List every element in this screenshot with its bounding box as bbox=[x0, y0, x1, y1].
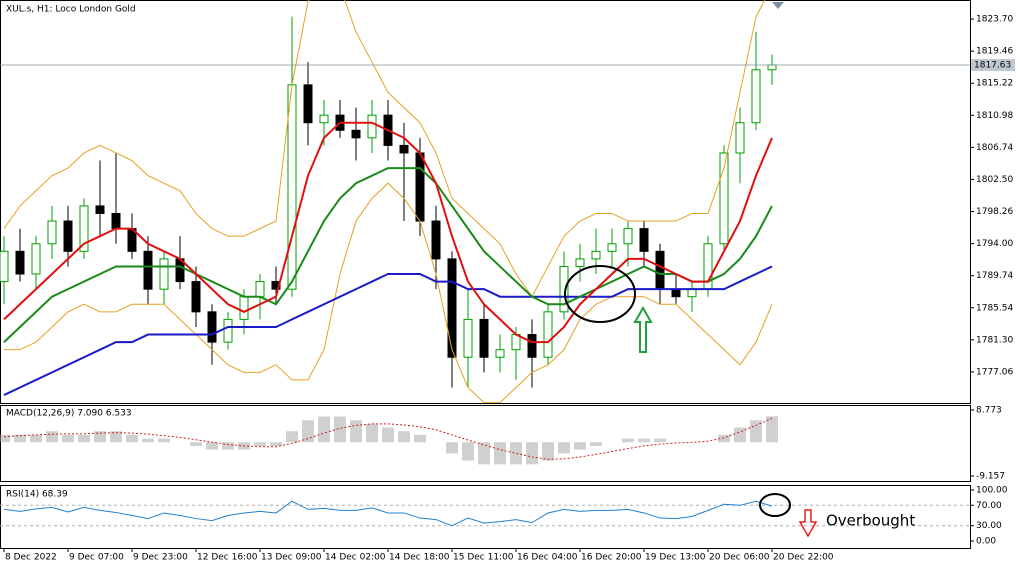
y-tick-label: 1815.22 bbox=[976, 79, 1013, 89]
candle-body bbox=[415, 152, 425, 222]
x-tick-label: 13 Dec 09:00 bbox=[261, 553, 322, 563]
candle-body bbox=[0, 250, 9, 283]
candle-body bbox=[575, 258, 585, 267]
candle-body bbox=[399, 144, 409, 154]
rsi-ellipse bbox=[759, 493, 791, 517]
candle-body bbox=[303, 84, 313, 124]
y-tick-label: 1789.74 bbox=[976, 271, 1013, 281]
series-line bbox=[3, 167, 773, 343]
candles bbox=[0, 16, 777, 388]
y-tick-label: 100.00 bbox=[976, 485, 1008, 495]
y-tick-label: 1802.50 bbox=[976, 175, 1013, 185]
x-tick-label: 20 Dec 06:00 bbox=[709, 553, 770, 563]
candle-body bbox=[591, 250, 601, 260]
candle-body bbox=[751, 69, 761, 124]
x-tick-label: 9 Dec 23:00 bbox=[133, 553, 188, 563]
down-arrow bbox=[798, 509, 818, 538]
y-tick-label: -9.157 bbox=[976, 471, 1005, 481]
series-line bbox=[3, 500, 773, 527]
up-arrow bbox=[633, 305, 653, 353]
annotation: Overbought bbox=[826, 512, 915, 530]
y-tick-label: 1777.06 bbox=[976, 367, 1013, 377]
candle-body bbox=[447, 258, 457, 358]
candle-body bbox=[47, 220, 57, 245]
candle-body bbox=[15, 250, 25, 275]
candle-body bbox=[351, 129, 361, 139]
y-tick-label: 1819.46 bbox=[976, 47, 1013, 57]
last-price-box bbox=[971, 58, 1015, 71]
y-tick-label: 0.00 bbox=[976, 537, 996, 547]
series-line bbox=[3, 121, 773, 344]
candle-body bbox=[191, 281, 201, 313]
signal-line bbox=[3, 417, 773, 460]
candle-body bbox=[687, 288, 697, 298]
candle-body bbox=[63, 220, 73, 252]
highlight-ellipse bbox=[564, 265, 636, 323]
candle-body bbox=[639, 228, 649, 252]
y-tick-label: 1785.54 bbox=[976, 303, 1013, 313]
candle-body bbox=[255, 281, 265, 298]
y-tick-label: 70.00 bbox=[976, 501, 1002, 511]
candle-body bbox=[479, 318, 489, 358]
candle-body bbox=[719, 152, 729, 245]
y-tick-label: 1781.30 bbox=[976, 335, 1013, 345]
candle-body bbox=[655, 250, 665, 290]
y-tick-label: 1806.74 bbox=[976, 143, 1013, 153]
candle-body bbox=[319, 114, 329, 124]
candle-body bbox=[735, 122, 745, 154]
y-tick-label: 30.00 bbox=[976, 521, 1002, 531]
candle-body bbox=[543, 311, 553, 358]
candle-body bbox=[287, 84, 297, 290]
rsi-panel bbox=[0, 485, 971, 549]
candle-body bbox=[207, 311, 217, 343]
macd-title: MACD(12,26,9) 7.090 6.533 bbox=[6, 409, 132, 419]
y-tick-label: 1794.00 bbox=[976, 239, 1013, 249]
x-tick-label: 15 Dec 11:00 bbox=[453, 553, 514, 563]
y-tick-label: 1798.26 bbox=[976, 207, 1013, 217]
x-tick-label: 14 Dec 18:00 bbox=[389, 553, 450, 563]
candle-body bbox=[159, 258, 169, 290]
x-tick-label: 19 Dec 13:00 bbox=[645, 553, 706, 563]
candle-body bbox=[239, 296, 249, 320]
x-tick-label: 20 Dec 22:00 bbox=[773, 553, 834, 563]
candle-body bbox=[767, 64, 777, 71]
series-line bbox=[3, 0, 766, 298]
series-line bbox=[3, 265, 773, 396]
candle-body bbox=[431, 220, 441, 260]
candle-body bbox=[527, 334, 537, 358]
x-tick-label: 16 Dec 20:00 bbox=[581, 553, 642, 563]
candle-body bbox=[495, 349, 505, 358]
candle-body bbox=[143, 250, 153, 290]
x-tick-label: 12 Dec 16:00 bbox=[197, 553, 258, 563]
x-tick-label: 8 Dec 2022 bbox=[5, 553, 57, 563]
x-tick-label: 9 Dec 07:00 bbox=[69, 553, 124, 563]
x-tick-label: 16 Dec 04:00 bbox=[517, 553, 578, 563]
candle-body bbox=[671, 288, 681, 298]
y-tick-label: 1823.70 bbox=[976, 15, 1013, 25]
candle-body bbox=[463, 318, 473, 358]
shift-marker bbox=[772, 2, 784, 9]
chart-title: XUL.s, H1: Loco London Gold bbox=[6, 5, 136, 15]
y-tick-label: 8.773 bbox=[976, 405, 1002, 415]
series-line bbox=[4, 182, 773, 403]
price-panel bbox=[0, 0, 971, 404]
candle-body bbox=[623, 228, 633, 245]
last-price-label: 1817.63 bbox=[974, 60, 1011, 70]
candle-body bbox=[367, 114, 377, 139]
candle-body bbox=[31, 243, 41, 275]
y-tick-label: 1810.98 bbox=[976, 111, 1013, 121]
candle-body bbox=[79, 205, 89, 252]
candle-body bbox=[95, 205, 105, 214]
macd-panel bbox=[0, 405, 971, 482]
candle-body bbox=[559, 265, 569, 313]
candle-body bbox=[607, 243, 617, 252]
candle-body bbox=[223, 318, 233, 343]
candle-body bbox=[111, 212, 121, 230]
x-tick-label: 14 Dec 02:00 bbox=[325, 553, 386, 563]
rsi-title: RSI(14) 68.39 bbox=[6, 490, 68, 500]
